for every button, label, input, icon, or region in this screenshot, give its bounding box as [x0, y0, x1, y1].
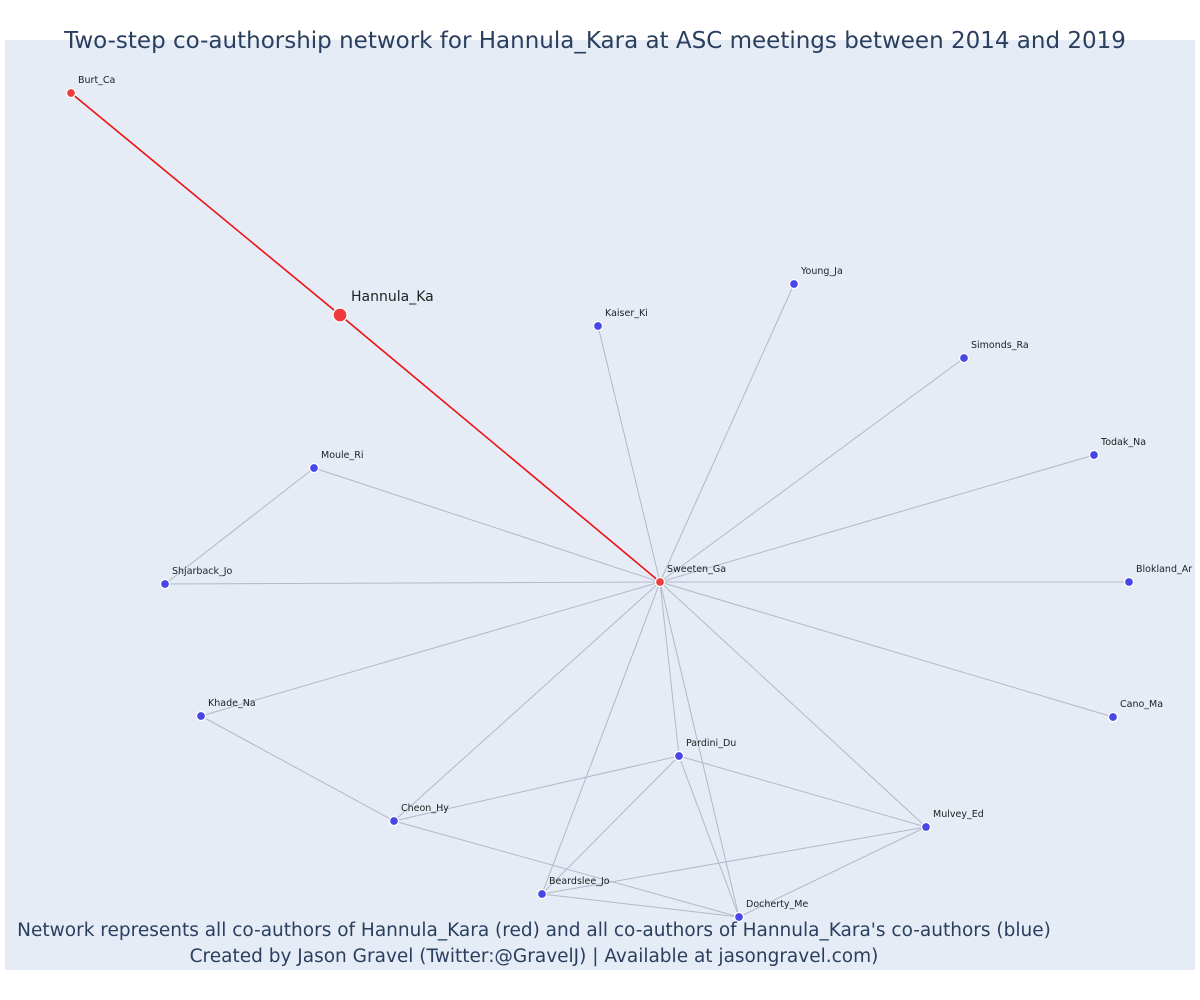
edge-Mulvey_Ed-Beardslee_Jo: [541, 826, 927, 895]
node-Shjarback_Jo[interactable]: [159, 578, 171, 590]
caption-line-1: Network represents all co-authors of Han…: [17, 920, 1051, 941]
node-label-Cano_Ma: Cano_Ma: [1120, 699, 1163, 710]
node-Khade_Na[interactable]: [195, 710, 207, 722]
node-Hannula_Ka[interactable]: [332, 307, 348, 323]
node-Docherty_Me[interactable]: [733, 911, 745, 923]
caption: Network represents all co-authors of Han…: [14, 918, 1054, 970]
caption-line-2: Created by Jason Gravel (Twitter:@Gravel…: [189, 946, 879, 967]
node-label-Simonds_Ra: Simonds_Ra: [971, 340, 1029, 351]
edge-Mulvey_Ed-Docherty_Me: [738, 826, 927, 918]
node-label-Blokland_Ar: Blokland_Ar: [1136, 564, 1192, 575]
node-label-Pardini_Du: Pardini_Du: [686, 738, 736, 749]
labels-layer: Hannula_Ka Burt_Ca Sweeten_Ga Young_Ja Kaise…: [78, 75, 1192, 910]
edge-Moule_Ri-Shjarback_Jo: [164, 467, 315, 585]
node-label-Khade_Na: Khade_Na: [208, 698, 256, 709]
node-Blokland_Ar[interactable]: [1123, 576, 1135, 588]
node-label-Sweeten_Ga: Sweeten_Ga: [667, 564, 726, 575]
node-Burt_Ca[interactable]: [65, 87, 77, 99]
edge-Pardini_Du-Docherty_Me: [678, 755, 740, 918]
edge-Pardini_Du-Mulvey_Ed: [678, 755, 927, 828]
node-Todak_Na[interactable]: [1088, 449, 1100, 461]
edge-Khade_Na-Cheon_Hy: [200, 715, 395, 822]
node-label-Hannula_Ka: Hannula_Ka: [351, 289, 434, 305]
edge-Hannula_Ka-Sweeten_Ga: [339, 314, 661, 583]
edge-Pardini_Du-Beardslee_Jo: [541, 755, 680, 895]
edge-Sweeten_Ga-Simonds_Ra: [659, 357, 965, 583]
node-label-Beardslee_Jo: Beardslee_Jo: [549, 876, 610, 887]
nodes-layer: [65, 87, 1135, 923]
node-Pardini_Du[interactable]: [673, 750, 685, 762]
chart-title: Two-step co-authorship network for Hannu…: [64, 28, 1126, 54]
edge-Sweeten_Ga-Docherty_Me: [659, 581, 740, 918]
edges-layer: [70, 92, 1129, 918]
edge-Sweeten_Ga-Kaiser_Ki: [597, 325, 661, 583]
edge-Sweeten_Ga-Young_Ja: [659, 283, 795, 583]
node-label-Burt_Ca: Burt_Ca: [78, 75, 115, 86]
node-label-Moule_Ri: Moule_Ri: [321, 450, 364, 461]
edge-Beardslee_Jo-Docherty_Me: [541, 893, 740, 918]
node-Cano_Ma[interactable]: [1107, 711, 1119, 723]
node-label-Young_Ja: Young_Ja: [800, 266, 843, 277]
plot-background: [5, 40, 1195, 970]
node-Beardslee_Jo[interactable]: [536, 888, 548, 900]
node-Mulvey_Ed[interactable]: [920, 821, 932, 833]
node-label-Mulvey_Ed: Mulvey_Ed: [933, 809, 984, 820]
node-Simonds_Ra[interactable]: [958, 352, 970, 364]
node-label-Todak_Na: Todak_Na: [1100, 437, 1146, 448]
node-Moule_Ri[interactable]: [308, 462, 320, 474]
node-label-Cheon_Hy: Cheon_Hy: [401, 803, 449, 814]
edge-Sweeten_Ga-Moule_Ri: [313, 467, 661, 583]
edge-Sweeten_Ga-Pardini_Du: [659, 581, 680, 757]
edge-Sweeten_Ga-Shjarback_Jo: [164, 581, 661, 585]
edge-Sweeten_Ga-Mulvey_Ed: [659, 581, 927, 828]
node-Young_Ja[interactable]: [788, 278, 800, 290]
edge-Hannula_Ka-Burt_Ca: [70, 92, 341, 316]
node-label-Shjarback_Jo: Shjarback_Jo: [172, 566, 233, 577]
edge-Sweeten_Ga-Beardslee_Jo: [541, 581, 661, 895]
edge-Sweeten_Ga-Cano_Ma: [659, 581, 1114, 718]
edge-Cheon_Hy-Pardini_Du: [393, 755, 680, 822]
node-Cheon_Hy[interactable]: [388, 815, 400, 827]
node-label-Docherty_Me: Docherty_Me: [746, 899, 808, 910]
node-label-Kaiser_Ki: Kaiser_Ki: [605, 308, 648, 319]
node-Kaiser_Ki[interactable]: [592, 320, 604, 332]
edge-Sweeten_Ga-Todak_Na: [659, 454, 1095, 583]
edge-Sweeten_Ga-Cheon_Hy: [393, 581, 661, 822]
edge-Sweeten_Ga-Khade_Na: [200, 581, 661, 717]
node-Sweeten_Ga[interactable]: [654, 576, 666, 588]
